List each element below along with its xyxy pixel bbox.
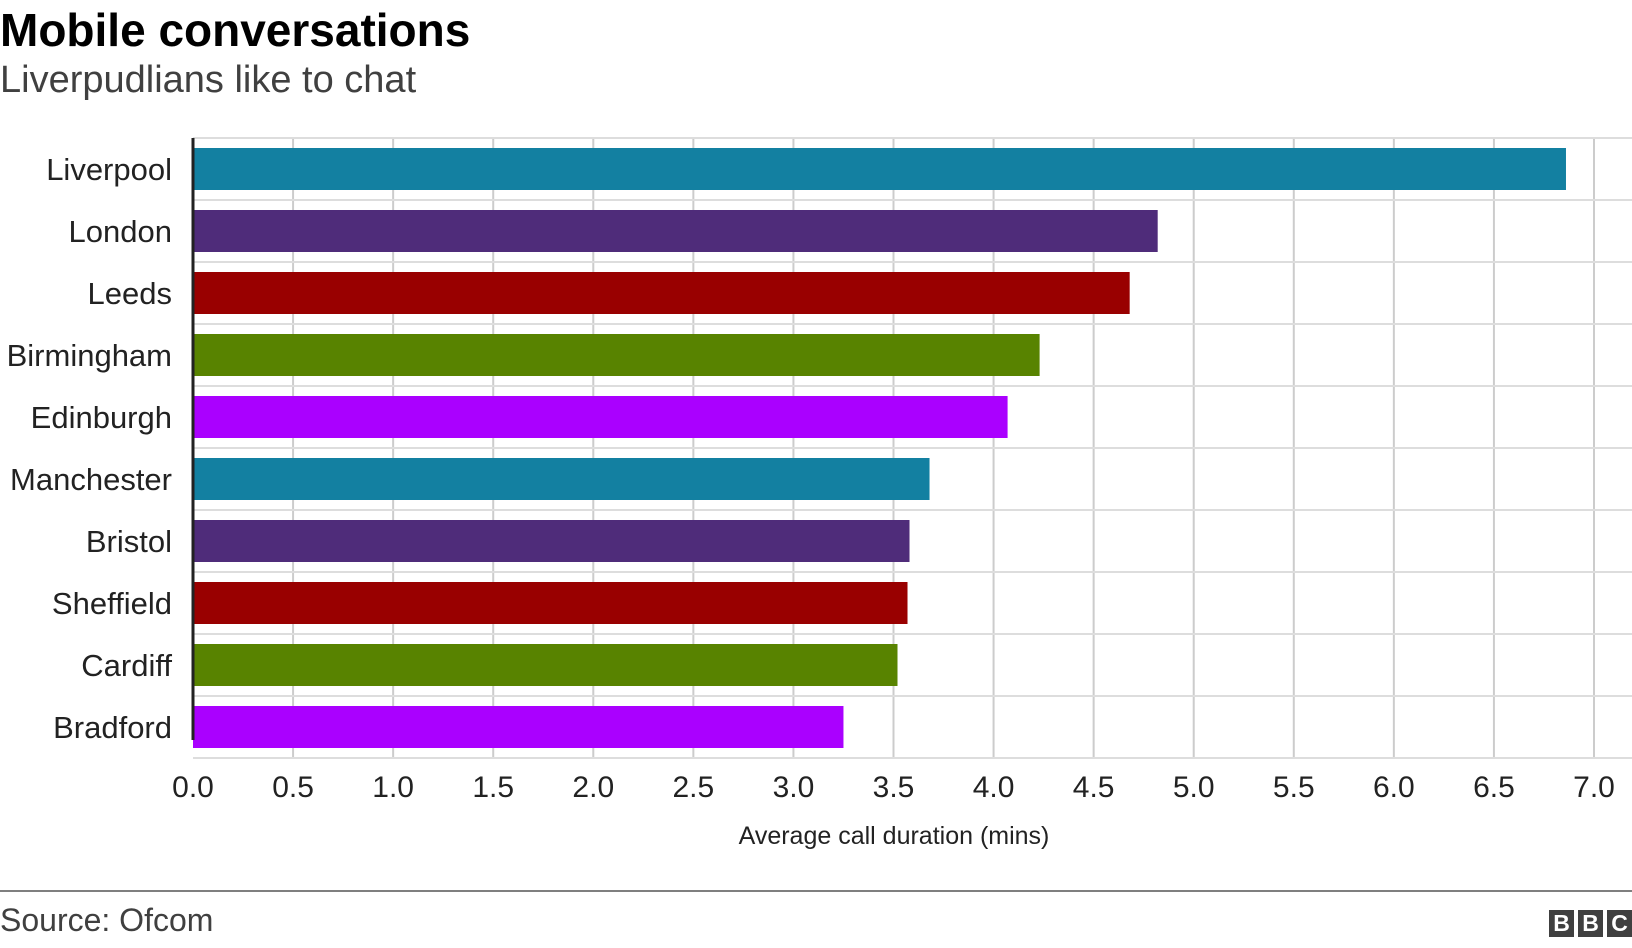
logo-letter: B <box>1578 910 1603 937</box>
x-tick-label: 3.0 <box>773 771 815 804</box>
x-tick-label: 0.0 <box>172 771 214 804</box>
bar-leeds <box>193 272 1130 314</box>
chart-subtitle: Liverpudlians like to chat <box>0 59 417 101</box>
x-tick-label: 0.5 <box>272 771 314 804</box>
category-label: Birmingham <box>7 338 172 373</box>
category-label: Cardiff <box>81 648 172 683</box>
x-tick-label: 1.5 <box>472 771 514 804</box>
category-label: London <box>69 214 172 249</box>
bar-sheffield <box>193 582 908 624</box>
bar-edinburgh <box>193 396 1008 438</box>
x-tick-label: 1.0 <box>372 771 414 804</box>
bars <box>193 148 1566 748</box>
x-tick-label: 5.0 <box>1173 771 1215 804</box>
bar-bradford <box>193 706 844 748</box>
bar-manchester <box>193 458 930 500</box>
bar-liverpool <box>193 148 1566 190</box>
source-note: Source: Ofcom <box>0 902 214 938</box>
logo-letter: C <box>1607 910 1632 937</box>
bar-london <box>193 210 1158 252</box>
x-tick-label: 2.0 <box>572 771 614 804</box>
x-tick-labels: 0.0 0.5 1.0 1.5 2.0 2.5 3.0 3.5 4.0 4.5 5.0 5.5 6.0 6… <box>172 771 1615 804</box>
x-tick-label: 4.5 <box>1073 771 1115 804</box>
category-label: Bristol <box>86 524 172 559</box>
chart-title: Mobile conversations <box>0 4 471 56</box>
bbc-logo: B B C <box>1549 910 1632 937</box>
category-label: Liverpool <box>46 152 172 187</box>
category-label: Manchester <box>10 462 172 497</box>
x-tick-label: 3.5 <box>873 771 915 804</box>
x-axis-title: Average call duration (mins) <box>739 822 1050 850</box>
footer-divider <box>0 890 1632 892</box>
bar-chart: Liverpool London Leeds Birmingham Edinburgh M… <box>7 137 1632 850</box>
bar-bristol <box>193 520 910 562</box>
x-tick-label: 6.5 <box>1473 771 1515 804</box>
category-label: Leeds <box>88 276 172 311</box>
x-tick-label: 4.0 <box>973 771 1015 804</box>
x-tick-label: 7.0 <box>1573 771 1615 804</box>
category-label: Sheffield <box>52 586 172 621</box>
category-label: Edinburgh <box>31 400 172 435</box>
bar-cardiff <box>193 644 898 686</box>
category-labels: Liverpool London Leeds Birmingham Edinburgh M… <box>7 152 173 745</box>
x-tick-label: 5.5 <box>1273 771 1315 804</box>
x-tick-label: 6.0 <box>1373 771 1415 804</box>
bar-birmingham <box>193 334 1040 376</box>
logo-letter: B <box>1549 910 1574 937</box>
category-label: Bradford <box>53 710 172 745</box>
x-tick-label: 2.5 <box>672 771 714 804</box>
